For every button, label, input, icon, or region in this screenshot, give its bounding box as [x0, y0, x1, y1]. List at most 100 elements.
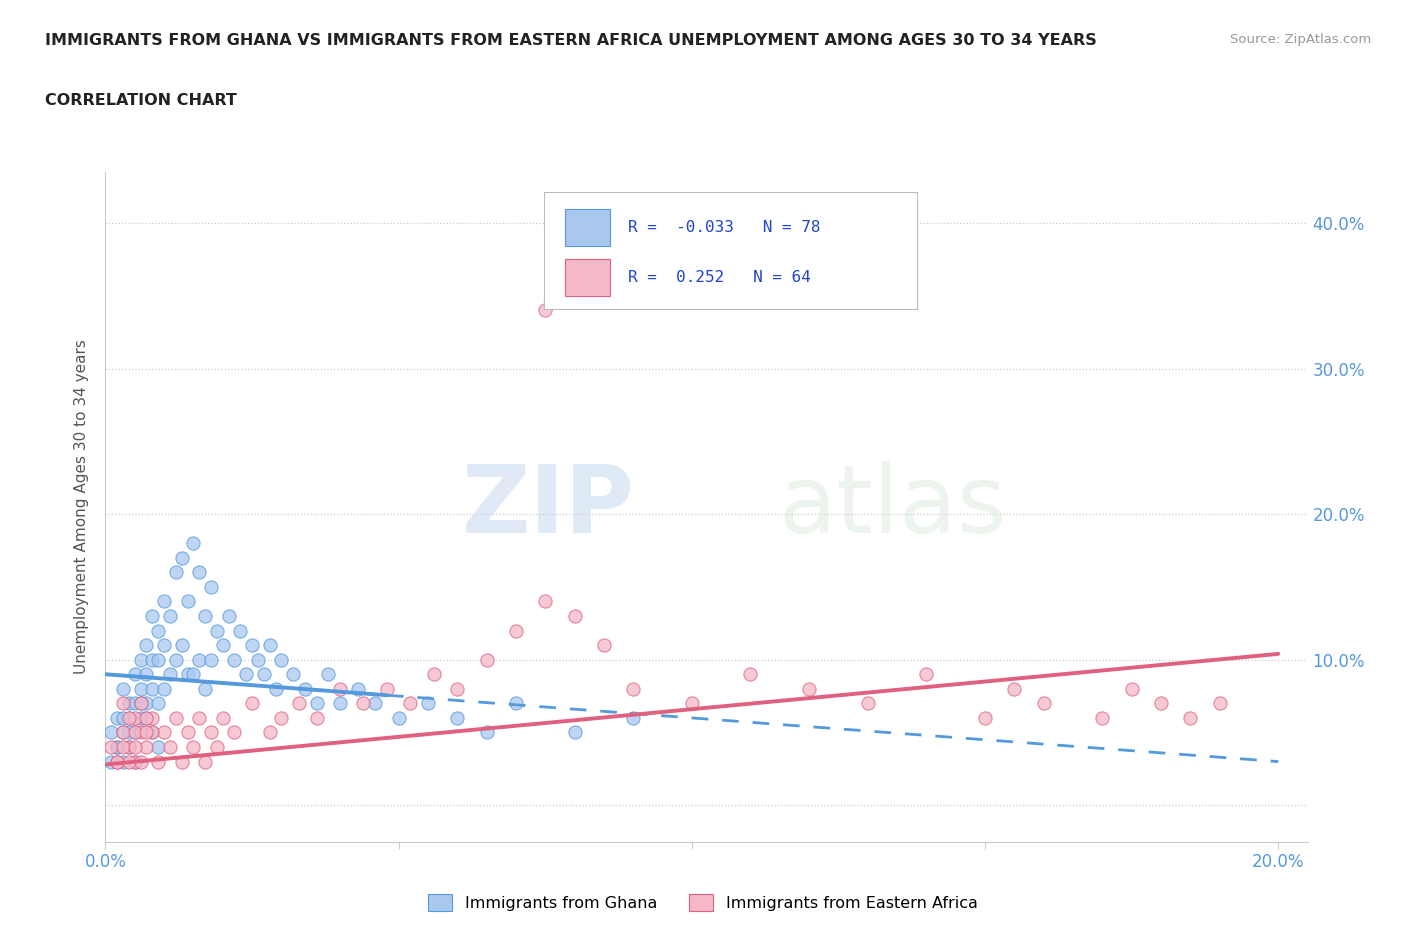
Point: [240, 696, 263, 711]
Point: [305, 696, 328, 711]
Text: R =  0.252   N = 64: R = 0.252 N = 64: [628, 270, 811, 285]
Point: [224, 652, 246, 667]
Point: [416, 696, 439, 711]
Point: [621, 711, 644, 725]
Point: [346, 682, 368, 697]
Point: [316, 667, 339, 682]
Point: [505, 623, 527, 638]
Point: [124, 754, 146, 769]
Point: [124, 696, 146, 711]
Point: [423, 667, 446, 682]
Point: [1032, 696, 1054, 711]
Point: [253, 667, 276, 682]
Point: [188, 565, 211, 579]
Point: [288, 696, 311, 711]
Point: [129, 711, 152, 725]
Point: [135, 667, 157, 682]
FancyBboxPatch shape: [544, 193, 917, 310]
Text: atlas: atlas: [779, 461, 1007, 552]
Point: [188, 652, 211, 667]
Point: [105, 739, 128, 754]
Point: [264, 682, 287, 697]
Point: [564, 608, 586, 623]
Point: [188, 711, 211, 725]
Legend: Immigrants from Ghana, Immigrants from Eastern Africa: Immigrants from Ghana, Immigrants from E…: [422, 888, 984, 917]
Point: [534, 594, 557, 609]
Point: [135, 711, 157, 725]
Point: [194, 682, 217, 697]
Point: [329, 696, 352, 711]
Point: [211, 638, 233, 653]
Point: [259, 638, 281, 653]
Text: IMMIGRANTS FROM GHANA VS IMMIGRANTS FROM EASTERN AFRICA UNEMPLOYMENT AMONG AGES : IMMIGRANTS FROM GHANA VS IMMIGRANTS FROM…: [45, 33, 1097, 47]
Point: [294, 682, 316, 697]
Point: [135, 725, 157, 740]
Point: [353, 696, 375, 711]
Text: ZIP: ZIP: [461, 461, 634, 552]
Point: [141, 711, 163, 725]
Point: [100, 739, 122, 754]
Point: [148, 623, 170, 638]
Point: [141, 682, 163, 697]
Point: [399, 696, 422, 711]
Point: [205, 739, 228, 754]
Point: [200, 725, 222, 740]
Bar: [565, 209, 610, 246]
Point: [148, 739, 170, 754]
Point: [170, 754, 193, 769]
Point: [105, 711, 128, 725]
Point: [148, 754, 170, 769]
Point: [183, 536, 205, 551]
Point: [170, 551, 193, 565]
Point: [270, 711, 292, 725]
Point: [1121, 682, 1143, 697]
Point: [446, 682, 468, 697]
Point: [105, 739, 128, 754]
Point: [446, 711, 468, 725]
Point: [224, 725, 246, 740]
Point: [118, 696, 141, 711]
Point: [165, 652, 187, 667]
Point: [129, 754, 152, 769]
Point: [218, 608, 240, 623]
Point: [364, 696, 387, 711]
Point: [153, 594, 176, 609]
Point: [259, 725, 281, 740]
Point: [141, 725, 163, 740]
Point: [135, 739, 157, 754]
Point: [305, 711, 328, 725]
Point: [1002, 682, 1025, 697]
Text: R =  -0.033   N = 78: R = -0.033 N = 78: [628, 219, 821, 234]
Point: [153, 638, 176, 653]
Point: [112, 696, 135, 711]
Point: [159, 739, 181, 754]
Point: [124, 739, 146, 754]
Text: Source: ZipAtlas.com: Source: ZipAtlas.com: [1230, 33, 1371, 46]
Point: [118, 725, 141, 740]
Point: [165, 711, 187, 725]
Point: [129, 652, 152, 667]
Point: [183, 667, 205, 682]
Point: [797, 682, 820, 697]
Point: [153, 682, 176, 697]
Point: [124, 754, 146, 769]
Point: [915, 667, 938, 682]
Point: [564, 725, 586, 740]
Point: [129, 682, 152, 697]
Point: [112, 739, 135, 754]
Point: [148, 696, 170, 711]
Point: [112, 682, 135, 697]
Point: [974, 711, 997, 725]
Point: [141, 725, 163, 740]
Point: [194, 608, 217, 623]
Point: [153, 725, 176, 740]
Point: [118, 711, 141, 725]
Bar: [565, 259, 610, 296]
Point: [270, 652, 292, 667]
Y-axis label: Unemployment Among Ages 30 to 34 years: Unemployment Among Ages 30 to 34 years: [75, 339, 90, 674]
Point: [329, 682, 352, 697]
Point: [129, 696, 152, 711]
Point: [118, 739, 141, 754]
Point: [165, 565, 187, 579]
Point: [118, 711, 141, 725]
